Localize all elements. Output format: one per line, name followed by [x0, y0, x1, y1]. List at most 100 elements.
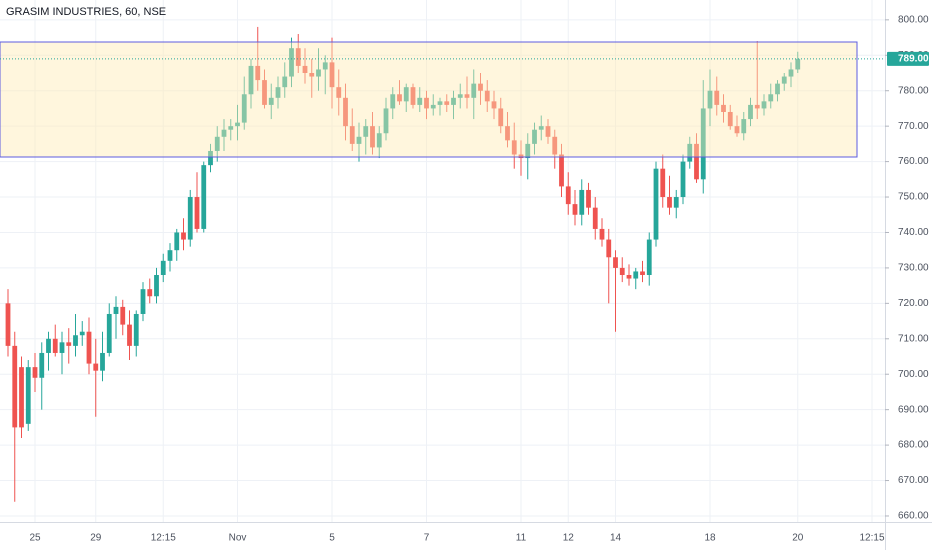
candle-body	[397, 94, 402, 102]
y-tick-label: 770.00	[898, 121, 929, 132]
candle-body	[329, 62, 335, 88]
candle-body	[322, 62, 328, 70]
candle-body	[194, 197, 200, 229]
candle-body	[592, 207, 598, 229]
candle-body	[160, 260, 166, 275]
chart-title: GRASIM INDUSTRIES, 60, NSE	[6, 6, 166, 18]
candle-body	[646, 239, 652, 275]
candle-body	[356, 136, 362, 144]
candle-body	[410, 87, 416, 105]
x-tick-label: 11	[516, 533, 527, 544]
candle-body	[586, 189, 591, 208]
last-price-label: 789.00	[898, 53, 929, 64]
candle-body	[295, 48, 301, 66]
candle-body	[140, 289, 146, 314]
candle-body	[781, 76, 787, 84]
candle-body	[653, 168, 659, 240]
candle-body	[640, 271, 645, 275]
candle-body	[106, 313, 112, 353]
candle-body	[727, 111, 733, 127]
candle-body	[93, 363, 99, 371]
zone-rectangle	[0, 41, 858, 158]
candle-body	[768, 94, 774, 102]
candle-body	[268, 97, 274, 105]
candle-body	[552, 136, 558, 155]
x-tick-label: 7	[424, 533, 430, 544]
candle-body	[221, 129, 227, 137]
candle-body	[262, 80, 267, 105]
candle-body	[187, 197, 193, 240]
x-tick-label: 20	[792, 533, 804, 544]
y-tick-label: 750.00	[898, 192, 929, 203]
candle-body	[559, 154, 564, 187]
candle-body	[565, 186, 571, 205]
candle-body	[316, 69, 321, 77]
candle-body	[464, 94, 470, 98]
candle-body	[451, 97, 456, 105]
candle-body	[255, 65, 261, 81]
candle-body	[498, 108, 504, 127]
candle-body	[491, 101, 497, 109]
candle-body	[59, 342, 65, 353]
candle-body	[32, 367, 38, 378]
x-tick-label: 18	[704, 533, 716, 544]
candle-body	[66, 342, 72, 346]
candle-body	[73, 335, 78, 346]
candle-body	[673, 197, 679, 208]
candle-body	[390, 94, 396, 109]
y-tick-label: 690.00	[898, 404, 929, 415]
candle-body	[694, 143, 699, 180]
candle-body	[741, 119, 747, 134]
candle-body	[761, 101, 767, 109]
candle-body	[235, 122, 240, 127]
candle-body	[5, 303, 11, 346]
candle-body	[457, 94, 463, 98]
candle-body	[383, 108, 389, 134]
candle-body	[579, 189, 585, 215]
candle-body	[52, 338, 58, 353]
candle-body	[430, 104, 436, 109]
x-tick-label: 5	[329, 533, 335, 544]
x-tick-label: Nov	[229, 533, 247, 544]
y-tick-label: 760.00	[898, 156, 929, 167]
candle-body	[403, 87, 409, 102]
candle-body	[302, 65, 308, 74]
candle-body	[417, 97, 423, 105]
candle-body	[619, 267, 625, 275]
candle-body	[444, 101, 450, 105]
candle-body	[471, 83, 477, 98]
candle-body	[167, 250, 173, 261]
y-tick-label: 780.00	[898, 85, 929, 96]
x-tick-label: 12:15	[151, 533, 176, 544]
candle-body	[707, 90, 713, 109]
candle-body	[626, 274, 632, 279]
candle-body	[113, 306, 119, 314]
candle-body	[538, 126, 544, 130]
candle-body	[289, 48, 294, 77]
candle-body	[201, 165, 207, 229]
candle-body	[484, 90, 490, 102]
x-tick-label: 12	[563, 533, 575, 544]
candle-body	[505, 126, 510, 141]
candle-body	[754, 104, 760, 109]
candle-body	[734, 126, 740, 134]
candle-body	[775, 83, 780, 95]
candle-body	[120, 306, 126, 325]
candle-body	[86, 331, 92, 364]
candle-body	[309, 73, 315, 77]
candle-body	[748, 104, 753, 120]
candle-body	[12, 345, 18, 428]
candle-body	[174, 232, 180, 251]
candle-body	[19, 367, 24, 428]
candle-body	[336, 87, 342, 98]
y-tick-label: 670.00	[898, 475, 929, 486]
y-tick-label: 660.00	[898, 511, 929, 522]
candle-body	[680, 161, 686, 198]
candle-body	[511, 140, 517, 155]
candle-body	[424, 97, 429, 109]
candle-body	[79, 331, 85, 336]
x-tick-label: 29	[90, 533, 102, 544]
x-tick-label: 14	[610, 533, 622, 544]
